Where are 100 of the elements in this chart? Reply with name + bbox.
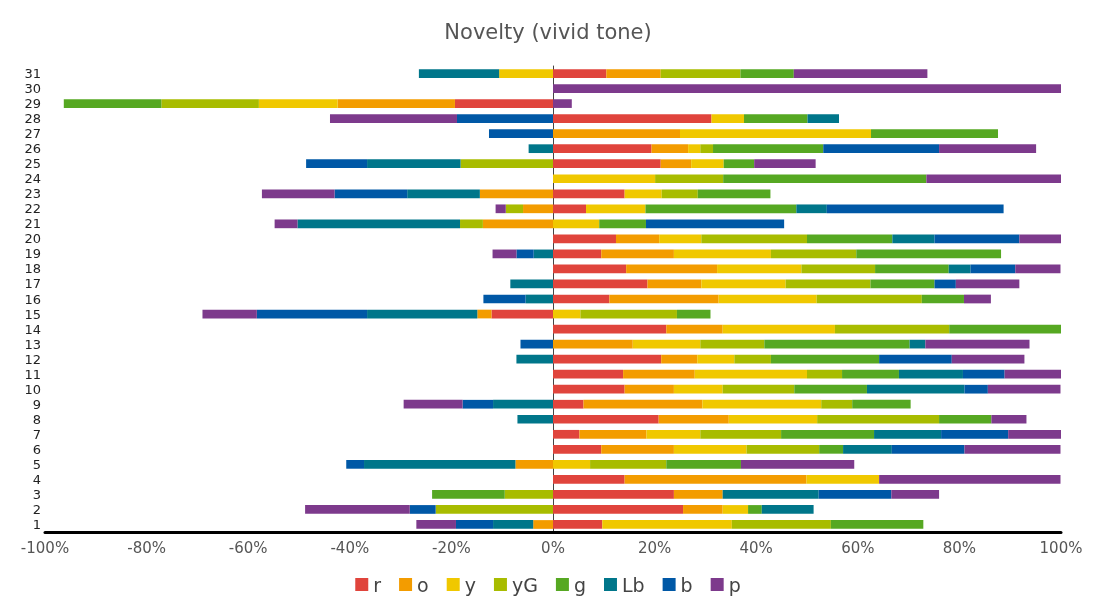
bar (939, 144, 1037, 154)
bar (748, 505, 762, 514)
bar (728, 414, 818, 424)
y-tick-label: 4 (32, 471, 41, 487)
bar (807, 234, 893, 244)
bar (553, 309, 581, 319)
bar (553, 399, 584, 409)
bar (553, 99, 572, 108)
bar (483, 294, 526, 304)
y-tick-label: 19 (24, 246, 41, 262)
bar (660, 159, 692, 169)
bar (921, 294, 964, 304)
bar (770, 249, 857, 259)
bar (647, 279, 702, 289)
bar (879, 354, 952, 364)
bar (740, 460, 855, 469)
bar (456, 114, 553, 123)
bar (801, 264, 876, 274)
bar (517, 414, 553, 424)
y-tick-label: 9 (32, 396, 41, 412)
bar (962, 369, 1005, 379)
bar (533, 520, 553, 529)
bar (334, 189, 408, 199)
bar (553, 294, 610, 304)
bar (722, 384, 795, 394)
y-tick-label: 15 (24, 306, 41, 322)
bar (403, 399, 463, 409)
bar (723, 159, 755, 169)
y-tick-label: 5 (32, 456, 41, 472)
bar (477, 309, 492, 319)
bar (523, 204, 553, 214)
bar (785, 279, 871, 289)
bar (842, 369, 899, 379)
bar (553, 520, 603, 529)
bar (407, 189, 480, 199)
bar (934, 279, 956, 289)
bar (337, 99, 455, 108)
bar (713, 144, 824, 154)
bar (418, 69, 500, 78)
y-tick-label: 16 (24, 291, 41, 307)
bar (367, 309, 478, 319)
x-tick-label: 100% (1039, 538, 1083, 557)
bar (740, 69, 794, 78)
y-tick-label: 23 (24, 186, 41, 202)
bar (694, 369, 807, 379)
bar (991, 414, 1027, 424)
y-tick-label: 24 (24, 171, 41, 187)
y-tick-label: 14 (24, 321, 41, 337)
y-tick-label: 8 (32, 411, 41, 427)
bar (455, 520, 494, 529)
bar (432, 490, 505, 499)
bar (701, 279, 786, 289)
y-tick-label: 21 (24, 216, 41, 232)
y-tick-label: 25 (24, 156, 41, 172)
bar (898, 369, 963, 379)
y-tick-label: 18 (24, 261, 41, 277)
bar (866, 384, 965, 394)
bar (826, 204, 1004, 214)
bar (306, 159, 368, 169)
bar (951, 354, 1025, 364)
x-tick-label: 40% (739, 538, 773, 557)
bar (781, 429, 875, 439)
bar (553, 414, 659, 424)
bar (658, 414, 729, 424)
bar (659, 234, 702, 244)
bar (297, 219, 461, 229)
bar (661, 354, 698, 364)
bar (830, 520, 924, 529)
bar (718, 294, 817, 304)
bar (770, 354, 880, 364)
y-tick-label: 28 (24, 111, 41, 127)
bar (329, 114, 457, 123)
bar (553, 114, 712, 123)
bar (579, 429, 647, 439)
bar (852, 399, 911, 409)
bar (655, 174, 724, 184)
bar (673, 490, 723, 499)
bar (871, 129, 999, 138)
x-tick-label: 0% (541, 538, 565, 557)
y-tick-label: 7 (32, 426, 41, 442)
bar (806, 475, 880, 484)
bar (553, 69, 607, 78)
bar (683, 505, 723, 514)
bar (624, 189, 662, 199)
bar (646, 429, 701, 439)
bar (602, 520, 732, 529)
bar (583, 399, 703, 409)
bar (495, 204, 506, 214)
bar (676, 309, 711, 319)
bar (823, 144, 940, 154)
bar (516, 249, 534, 259)
bar (697, 189, 771, 199)
bar (817, 414, 940, 424)
bar (816, 294, 922, 304)
bar (601, 444, 674, 454)
bar (700, 339, 765, 349)
bar (504, 490, 553, 499)
bar (553, 505, 684, 514)
bar (482, 219, 553, 229)
bar (1015, 264, 1061, 274)
